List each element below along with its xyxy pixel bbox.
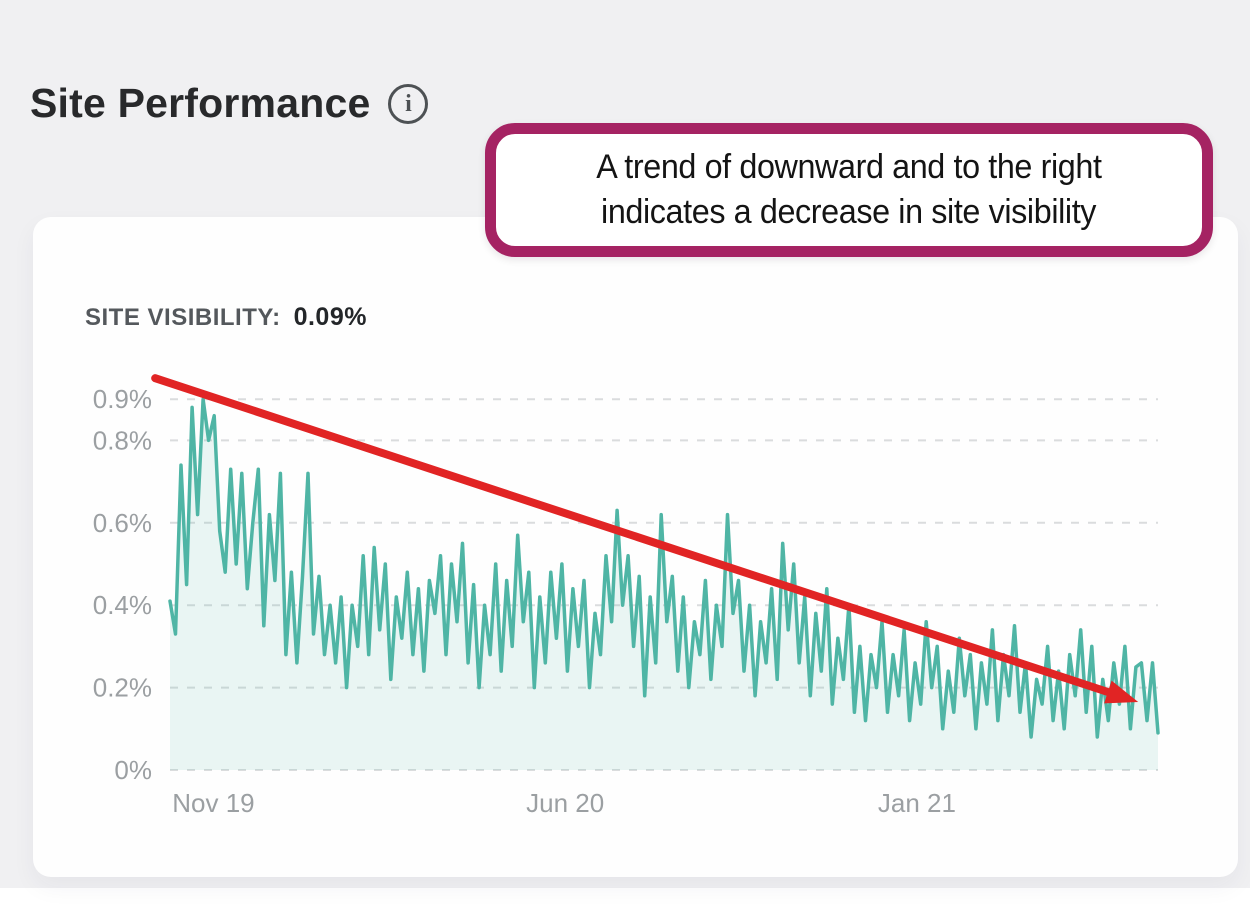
- callout-text-line-1: A trend of downward and to the right: [596, 148, 1102, 186]
- site-visibility-row: SITE VISIBILITY: 0.09%: [85, 303, 367, 332]
- callout-text-line-2: indicates a decrease in site visibility: [601, 193, 1097, 231]
- info-icon-glyph: i: [405, 90, 412, 117]
- header: Site Performance i: [30, 80, 429, 127]
- page-title: Site Performance: [30, 80, 371, 126]
- info-icon[interactable]: i: [388, 83, 429, 124]
- annotation-callout: A trend of downward and to the right ind…: [485, 123, 1213, 257]
- site-visibility-label: SITE VISIBILITY:: [85, 304, 281, 331]
- site-visibility-value: 0.09%: [293, 303, 367, 331]
